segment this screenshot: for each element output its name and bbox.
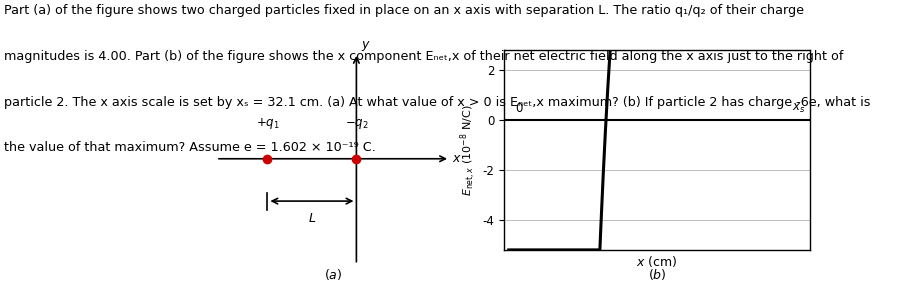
- Text: magnitudes is 4.00. Part (b) of the figure shows the x component Eₙₑₜ,x of their: magnitudes is 4.00. Part (b) of the figu…: [4, 50, 844, 63]
- Text: y: y: [361, 38, 368, 51]
- Text: $L$: $L$: [308, 212, 316, 225]
- Text: $-q_2$: $-q_2$: [345, 117, 368, 131]
- Text: 0: 0: [516, 102, 523, 116]
- Text: x: x: [453, 152, 460, 165]
- Text: the value of that maximum? Assume e = 1.602 × 10⁻¹⁹ C.: the value of that maximum? Assume e = 1.…: [4, 141, 376, 154]
- Y-axis label: $E_{\mathrm{net},x}\ (10^{-8}\ \mathrm{N/C})$: $E_{\mathrm{net},x}\ (10^{-8}\ \mathrm{N…: [458, 104, 478, 196]
- Text: Part (a) of the figure shows two charged particles fixed in place on an x axis w: Part (a) of the figure shows two charged…: [4, 4, 805, 17]
- X-axis label: $x$ (cm): $x$ (cm): [636, 254, 678, 269]
- Text: $(b)$: $(b)$: [648, 267, 666, 282]
- Text: $+q_1$: $+q_1$: [256, 116, 279, 131]
- Text: $x_s$: $x_s$: [792, 102, 806, 116]
- Text: $(a)$: $(a)$: [324, 267, 342, 282]
- Text: particle 2. The x axis scale is set by xₛ = 32.1 cm. (a) At what value of x > 0 : particle 2. The x axis scale is set by x…: [4, 96, 871, 108]
